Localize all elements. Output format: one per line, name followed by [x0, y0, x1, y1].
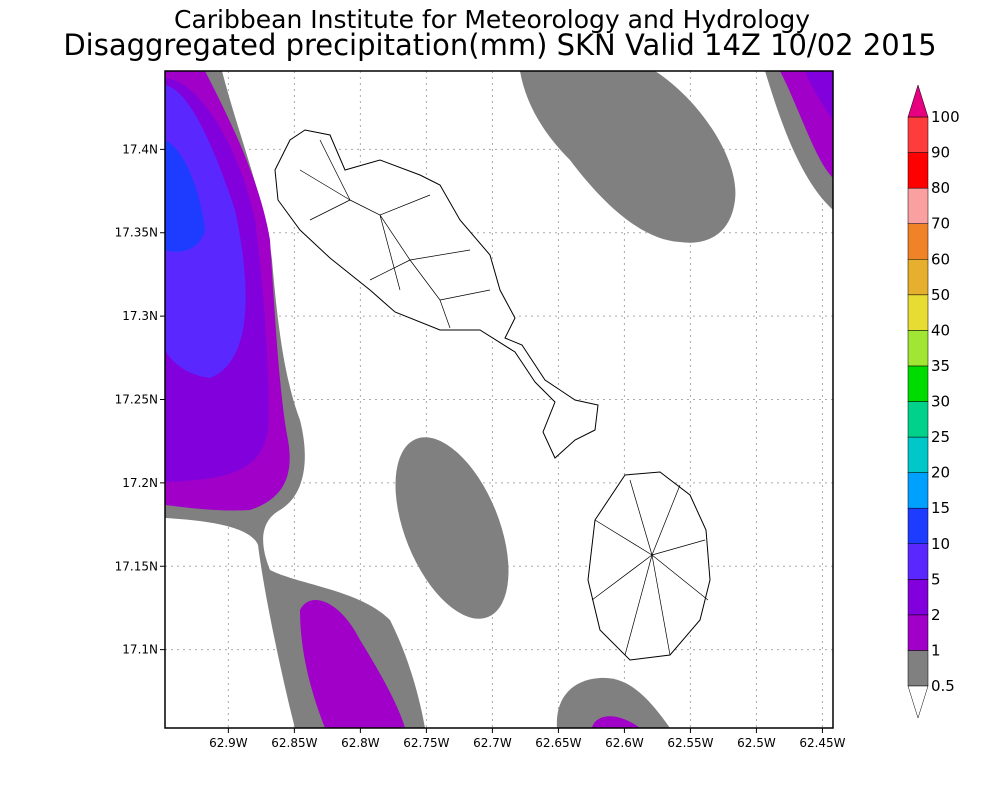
y-tick-label: 17.1N: [122, 643, 158, 657]
x-tick-label: 62.6W: [605, 736, 644, 750]
drainage: [299, 139, 491, 329]
y-tick-label: 17.35N: [115, 226, 158, 240]
colorbar-label: 2: [931, 606, 941, 624]
colorbar-box: [907, 401, 929, 438]
x-tick-label: 62.85W: [271, 736, 317, 750]
colorbar-box: [907, 259, 929, 296]
precip-area: [556, 677, 670, 728]
y-tick-label: 17.15N: [115, 559, 158, 573]
colorbar-box: [907, 650, 929, 687]
drainage: [591, 479, 709, 656]
colorbar-box: [907, 507, 929, 544]
title: Caribbean Institute for Meteorology and …: [174, 5, 810, 34]
colorbar-box: [907, 152, 929, 189]
precip-area: [805, 71, 833, 120]
colorbar-box: [907, 223, 929, 260]
y-tick-label: 17.4N: [122, 142, 158, 156]
colorbar-label: 0.5: [931, 677, 955, 695]
y-tick-label: 17.25N: [115, 393, 158, 407]
colorbar-label: 70: [931, 215, 950, 233]
colorbar-label: 15: [931, 499, 950, 517]
colorbar-box: [907, 187, 929, 224]
colorbar-label: 35: [931, 357, 950, 375]
colorbar-box: [907, 614, 929, 651]
colorbar-label: 30: [931, 393, 950, 411]
precip-area: [395, 437, 509, 619]
x-tick-label: 62.55W: [667, 736, 713, 750]
x-tick-label: 62.65W: [535, 736, 581, 750]
colorbar-box: [907, 579, 929, 616]
colorbar-label: 100: [931, 108, 960, 126]
x-tick-label: 62.7W: [473, 736, 512, 750]
x-tick-label: 62.9W: [209, 736, 248, 750]
precip-area: [520, 71, 736, 243]
precip-area: [592, 716, 640, 728]
colorbar-label: 25: [931, 428, 950, 446]
precip-area: [300, 600, 405, 728]
islands: [274, 129, 711, 661]
colorbar-label: 10: [931, 535, 950, 553]
colorbar-label: 20: [931, 464, 950, 482]
y-tick-label: 17.2N: [122, 476, 158, 490]
colorbar-label: 50: [931, 286, 950, 304]
precip-area: [165, 85, 246, 378]
x-tick-label: 62.5W: [737, 736, 776, 750]
x-tick-label: 62.8W: [341, 736, 380, 750]
precip-area: [165, 140, 205, 252]
colorbar-label: 90: [931, 144, 950, 162]
y-tick-label: 17.3N: [122, 309, 158, 323]
colorbar-over: [907, 84, 929, 118]
island-st-kitts: [274, 129, 599, 459]
colorbar-label: 60: [931, 250, 950, 268]
colorbar-box: [907, 436, 929, 473]
colorbar-box: [907, 472, 929, 509]
x-tick-label: 62.45W: [799, 736, 845, 750]
colorbar-box: [907, 543, 929, 580]
colorbar-box: [907, 365, 929, 402]
colorbar-under: [907, 685, 929, 719]
colorbar-label: 1: [931, 641, 941, 659]
colorbar-label: 40: [931, 321, 950, 339]
colorbar-label: 80: [931, 179, 950, 197]
colorbar-box: [907, 330, 929, 367]
colorbar-label: 5: [931, 570, 941, 588]
precip-fields: [165, 71, 833, 728]
colorbar-box: [907, 116, 929, 153]
x-tick-label: 62.75W: [403, 736, 449, 750]
colorbar-box: [907, 294, 929, 331]
subtitle: Disaggregated precipitation(mm) SKN Vali…: [63, 28, 936, 62]
